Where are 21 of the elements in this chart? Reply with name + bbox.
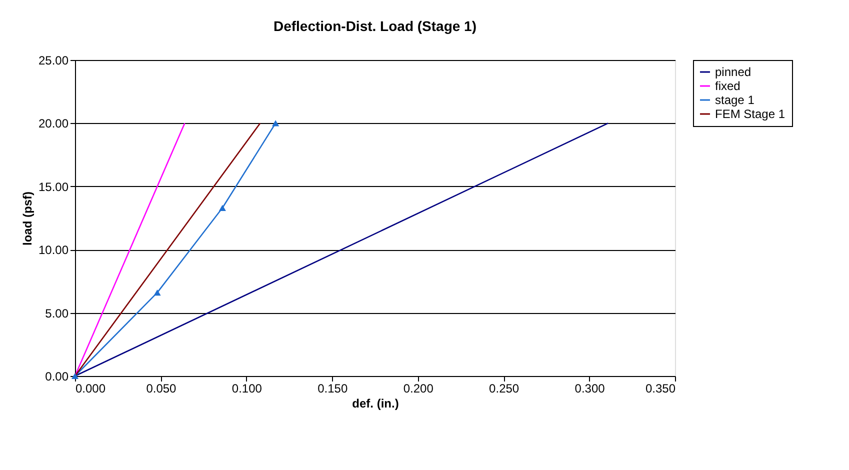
x-tick-label: 0.000 xyxy=(76,382,106,396)
x-tick-label: 0.150 xyxy=(318,382,348,396)
legend-label: stage 1 xyxy=(715,93,755,107)
x-tick-label: 0.250 xyxy=(489,382,520,396)
y-tick-label: 25.00 xyxy=(38,54,69,68)
y-axis-title: load (psf) xyxy=(20,192,34,246)
legend-label: pinned xyxy=(715,65,752,79)
x-tick-label: 0.200 xyxy=(403,382,434,396)
x-axis-title: def. (in.) xyxy=(352,396,399,410)
x-tick-label: 0.350 xyxy=(645,382,676,396)
legend-label: FEM Stage 1 xyxy=(715,107,786,121)
y-tick-label: 0.00 xyxy=(45,370,69,384)
y-tick-label: 15.00 xyxy=(38,180,69,194)
x-tick-label: 0.050 xyxy=(146,382,177,396)
chart-title: Deflection-Dist. Load (Stage 1) xyxy=(273,18,477,34)
x-tick-label: 0.100 xyxy=(232,382,262,396)
y-tick-label: 20.00 xyxy=(38,116,69,131)
y-tick-label: 5.00 xyxy=(45,306,69,320)
y-tick-label: 10.00 xyxy=(38,243,69,258)
legend-label: fixed xyxy=(715,79,740,93)
x-tick-label: 0.300 xyxy=(574,382,606,396)
